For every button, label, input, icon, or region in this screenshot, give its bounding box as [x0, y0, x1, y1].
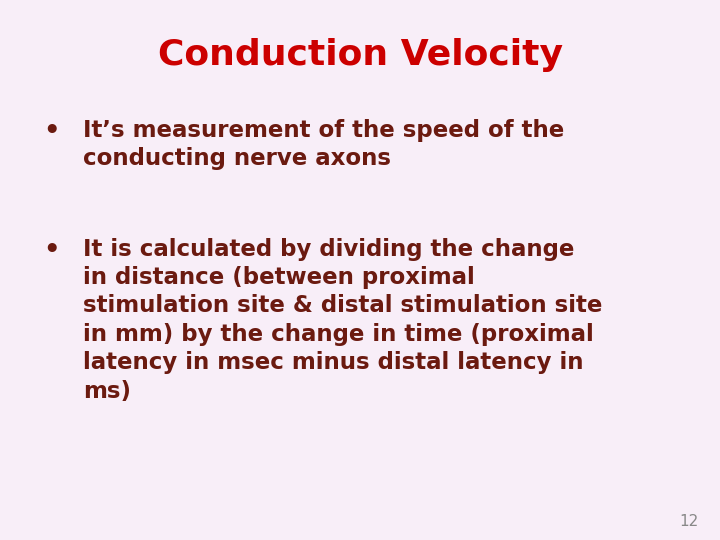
- Text: Conduction Velocity: Conduction Velocity: [158, 38, 562, 72]
- Text: 12: 12: [679, 514, 698, 529]
- Text: •: •: [43, 119, 60, 145]
- Text: •: •: [43, 238, 60, 264]
- Text: It’s measurement of the speed of the
conducting nerve axons: It’s measurement of the speed of the con…: [83, 119, 564, 170]
- Text: It is calculated by dividing the change
in distance (between proximal
stimulatio: It is calculated by dividing the change …: [83, 238, 602, 403]
